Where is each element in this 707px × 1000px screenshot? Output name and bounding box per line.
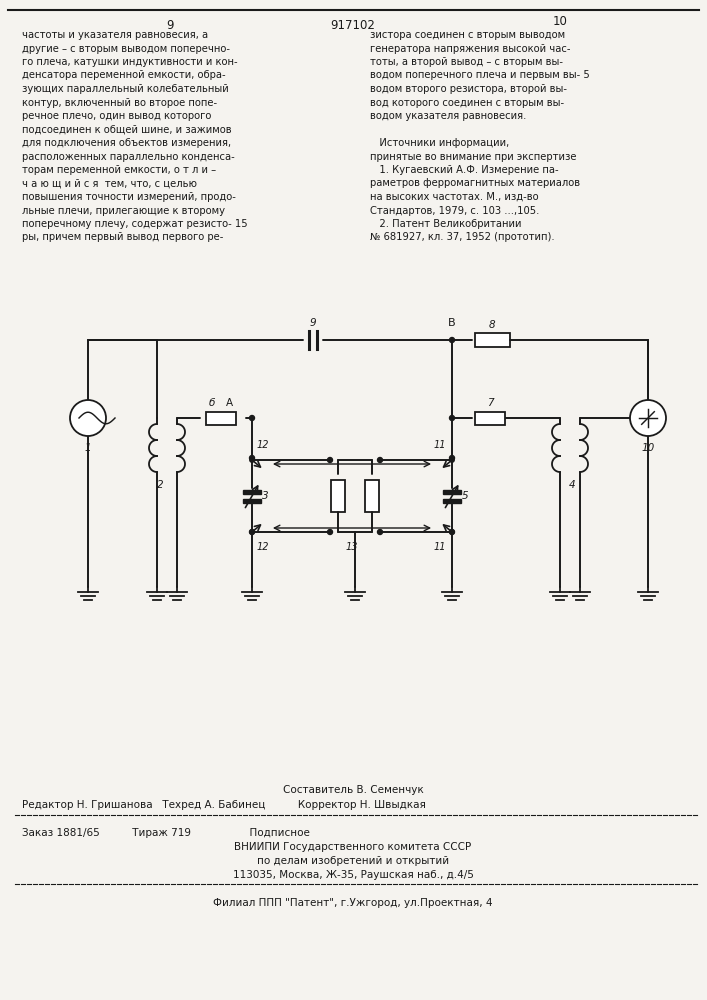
Circle shape xyxy=(250,458,255,462)
Text: Редактор Н. Гришанова   Техред А. Бабинец          Корректор Н. Швыдкая: Редактор Н. Гришанова Техред А. Бабинец … xyxy=(22,800,426,810)
Text: б: б xyxy=(209,398,215,408)
Text: 1: 1 xyxy=(85,443,91,453)
Text: Источники информации,: Источники информации, xyxy=(370,138,509,148)
Text: для подключения объектов измерения,: для подключения объектов измерения, xyxy=(22,138,231,148)
Text: генератора напряжения высокой час-: генератора напряжения высокой час- xyxy=(370,43,571,53)
Bar xyxy=(243,498,261,502)
Text: льные плечи, прилегающие к второму: льные плечи, прилегающие к второму xyxy=(22,206,225,216)
Text: Стандартов, 1979, с. 103 ...,105.: Стандартов, 1979, с. 103 ...,105. xyxy=(370,206,539,216)
Text: Составитель В. Семенчук: Составитель В. Семенчук xyxy=(283,785,423,795)
Circle shape xyxy=(250,456,255,460)
Text: на высоких частотах. М., изд-во: на высоких частотах. М., изд-во xyxy=(370,192,539,202)
Text: ВНИИПИ Государственного комитета СССР: ВНИИПИ Государственного комитета СССР xyxy=(235,842,472,852)
Text: 8: 8 xyxy=(489,320,496,330)
Text: тоты, а второй вывод – с вторым вы-: тоты, а второй вывод – с вторым вы- xyxy=(370,57,563,67)
Circle shape xyxy=(327,530,332,534)
Text: Филиал ППП "Патент", г.Ужгород, ул.Проектная, 4: Филиал ППП "Патент", г.Ужгород, ул.Проек… xyxy=(214,898,493,908)
Text: денсатора переменной емкости, обра-: денсатора переменной емкости, обра- xyxy=(22,70,226,81)
Text: Заказ 1881/65          Тираж 719                  Подписное: Заказ 1881/65 Тираж 719 Подписное xyxy=(22,828,310,838)
Text: 10: 10 xyxy=(641,443,655,453)
Text: 13: 13 xyxy=(346,542,358,552)
Text: 4: 4 xyxy=(568,480,575,490)
Circle shape xyxy=(250,530,255,534)
Circle shape xyxy=(250,416,255,420)
Text: речное плечо, один вывод которого: речное плечо, один вывод которого xyxy=(22,111,211,121)
Text: поперечному плечу, содержат резисто- 15: поперечному плечу, содержат резисто- 15 xyxy=(22,219,247,229)
Text: принятые во внимание при экспертизе: принятые во внимание при экспертизе xyxy=(370,151,576,161)
Text: 12: 12 xyxy=(257,542,269,552)
Text: частоты и указателя равновесия, а: частоты и указателя равновесия, а xyxy=(22,30,208,40)
Circle shape xyxy=(70,400,106,436)
Text: B: B xyxy=(448,318,456,328)
Text: 12: 12 xyxy=(257,440,269,450)
Text: 917102: 917102 xyxy=(331,19,375,32)
Text: водом второго резистора, второй вы-: водом второго резистора, второй вы- xyxy=(370,84,567,94)
Text: 2: 2 xyxy=(157,480,163,490)
Text: ры, причем первый вывод первого ре-: ры, причем первый вывод первого ре- xyxy=(22,232,223,242)
Text: контур, включенный во второе попе-: контур, включенный во второе попе- xyxy=(22,98,217,107)
Text: 3: 3 xyxy=(262,491,269,501)
Circle shape xyxy=(378,530,382,534)
Bar xyxy=(443,498,461,502)
Circle shape xyxy=(327,458,332,462)
Text: 5: 5 xyxy=(462,491,469,501)
Text: зующих параллельный колебательный: зующих параллельный колебательный xyxy=(22,84,229,94)
Circle shape xyxy=(450,530,454,534)
Text: ч а ю щ и й с я  тем, что, с целью: ч а ю щ и й с я тем, что, с целью xyxy=(22,178,197,188)
Text: по делам изобретений и открытий: по делам изобретений и открытий xyxy=(257,856,449,866)
Text: другие – с вторым выводом поперечно-: другие – с вторым выводом поперечно- xyxy=(22,43,230,53)
Text: 9: 9 xyxy=(310,318,316,328)
Text: 11: 11 xyxy=(434,440,447,450)
Text: № 681927, кл. 37, 1952 (прототип).: № 681927, кл. 37, 1952 (прототип). xyxy=(370,232,554,242)
Bar xyxy=(331,480,345,512)
Circle shape xyxy=(378,458,382,462)
Text: 11: 11 xyxy=(434,542,447,552)
Text: подсоединен к общей шине, и зажимов: подсоединен к общей шине, и зажимов xyxy=(22,124,232,134)
Bar xyxy=(243,489,261,493)
Text: 2. Патент Великобритании: 2. Патент Великобритании xyxy=(370,219,522,229)
Text: 7: 7 xyxy=(486,398,493,408)
Text: торам переменной емкости, о т л и –: торам переменной емкости, о т л и – xyxy=(22,165,216,175)
Text: водом указателя равновесия.: водом указателя равновесия. xyxy=(370,111,527,121)
Circle shape xyxy=(450,458,454,462)
Circle shape xyxy=(450,338,455,342)
Text: 1. Кугаевский А.Ф. Измерение па-: 1. Кугаевский А.Ф. Измерение па- xyxy=(370,165,559,175)
Text: зистора соединен с вторым выводом: зистора соединен с вторым выводом xyxy=(370,30,565,40)
Bar xyxy=(443,489,461,493)
Bar xyxy=(365,480,379,512)
Bar xyxy=(206,412,236,424)
Circle shape xyxy=(450,416,455,420)
Text: го плеча, катушки индуктивности и кон-: го плеча, катушки индуктивности и кон- xyxy=(22,57,238,67)
Text: A: A xyxy=(226,398,233,408)
Text: расположенных параллельно конденса-: расположенных параллельно конденса- xyxy=(22,151,235,161)
Text: 113035, Москва, Ж-35, Раушская наб., д.4/5: 113035, Москва, Ж-35, Раушская наб., д.4… xyxy=(233,870,474,880)
Text: 9: 9 xyxy=(166,19,174,32)
Circle shape xyxy=(450,530,455,534)
Bar xyxy=(475,412,505,424)
Circle shape xyxy=(630,400,666,436)
Text: повышения точности измерений, продо-: повышения точности измерений, продо- xyxy=(22,192,236,202)
Text: водом поперечного плеча и первым вы- 5: водом поперечного плеча и первым вы- 5 xyxy=(370,70,590,81)
Circle shape xyxy=(450,456,455,460)
Bar xyxy=(474,333,510,347)
Circle shape xyxy=(250,530,255,534)
Text: вод которого соединен с вторым вы-: вод которого соединен с вторым вы- xyxy=(370,98,564,107)
Text: раметров ферромагнитных материалов: раметров ферромагнитных материалов xyxy=(370,178,580,188)
Text: 10: 10 xyxy=(553,15,568,28)
